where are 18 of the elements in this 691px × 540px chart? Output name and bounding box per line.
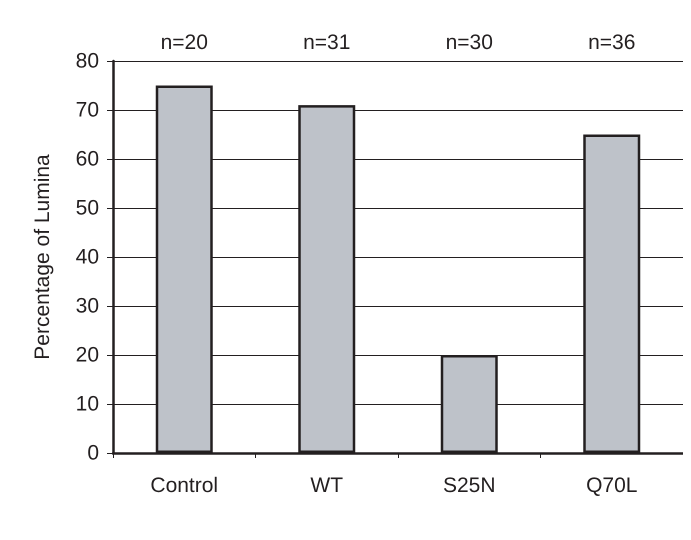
y-tick-label: 10 <box>76 392 99 416</box>
y-axis-title: Percentage of Lumina <box>31 154 54 360</box>
y-tick-label: 80 <box>76 50 99 72</box>
text: n=20 <box>160 31 208 54</box>
y-tick-label: 50 <box>76 196 99 220</box>
x-tick-label: S25N <box>442 474 496 497</box>
text: n=31 <box>303 31 350 54</box>
x-tick-label: WT <box>310 474 344 497</box>
y-tick-label: 60 <box>76 148 99 170</box>
x-tick-label: Q70L <box>586 474 638 497</box>
y-tick-label: 20 <box>76 344 99 366</box>
text: n=36 <box>588 31 636 54</box>
y-tick-label: 30 <box>76 294 99 318</box>
x-tick-label: Control <box>150 474 218 497</box>
y-tick-label: 70 <box>76 98 99 122</box>
y-tick-label: 40 <box>76 246 99 268</box>
y-tick-label: 0 <box>87 442 99 464</box>
text: n=30 <box>446 31 493 54</box>
